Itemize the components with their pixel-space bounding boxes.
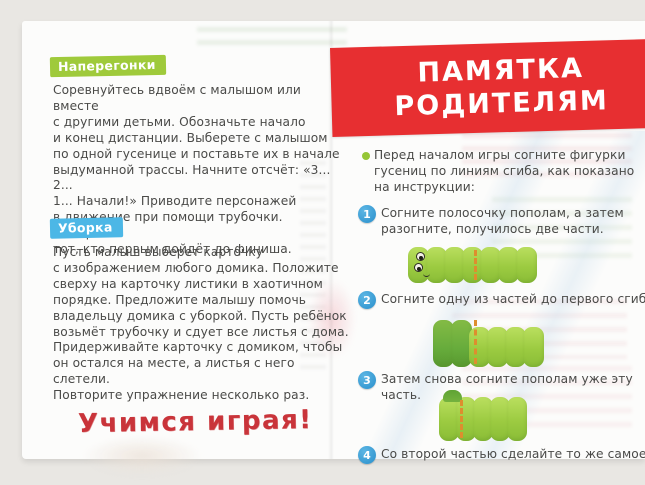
- cleanup-game-instructions: Пусть малыш выберет карточку с изображен…: [53, 245, 349, 403]
- section-label-race: Наперегонки: [49, 54, 166, 78]
- step-2-text: Согните одну из частей до первого сгиба.: [381, 292, 645, 306]
- page-title: ПАМЯТКА РОДИТЕЛЯМ: [394, 53, 610, 122]
- booklet-spread: Наперегонки Соревнуйтесь вдвоём с малышо…: [22, 21, 645, 476]
- caterpillar-segment: [426, 247, 447, 283]
- caterpillar-segment: [505, 327, 526, 367]
- bullet-icon: [362, 152, 370, 160]
- caterpillar-folded-segment: [433, 320, 454, 367]
- folding-intro-text: Перед началом игры согните фигурки гусен…: [374, 148, 635, 194]
- banner-parents-memo: ПАМЯТКА РОДИТЕЛЯМ: [330, 38, 645, 137]
- caterpillar-segment: [523, 327, 544, 367]
- caterpillar-segment: [516, 247, 537, 283]
- paper-stain: [82, 436, 202, 476]
- caterpillar-segment: [462, 247, 483, 283]
- page-fold-shadow: [328, 21, 334, 459]
- caterpillar-unfolded-illustration: [408, 247, 537, 283]
- step-3-text: Затем снова согните пополам уже эту част…: [381, 372, 633, 402]
- step-number-badge: 3: [358, 371, 376, 389]
- caterpillar-segment: [473, 397, 493, 441]
- fold-line: [474, 250, 477, 280]
- caterpillar-half-folded-illustration: [433, 317, 544, 367]
- caterpillar-segment: [490, 397, 510, 441]
- caterpillar-eye-icon: [414, 263, 423, 272]
- caterpillar-segment: [480, 247, 501, 283]
- caterpillar-segment: [498, 247, 519, 283]
- step-number-badge: 1: [358, 205, 376, 223]
- fold-line: [474, 320, 477, 364]
- step-number-badge: 2: [358, 291, 376, 309]
- caterpillar-quarter-folded-illustration: [439, 390, 527, 441]
- caterpillar-segment: [444, 247, 465, 283]
- caterpillar-smile-icon: [423, 272, 430, 277]
- caterpillar-eye-icon: [416, 252, 425, 261]
- caterpillar-segment: [439, 390, 462, 441]
- caterpillar-segment: [487, 327, 508, 367]
- step-number-badge: 4: [358, 446, 376, 464]
- caterpillar-segment: [507, 397, 527, 441]
- step-1-text: Согните полосочку пополам, а затем разог…: [381, 206, 624, 236]
- slogan-learning-through-play: Учимся играя!: [77, 405, 313, 440]
- folded-tip: [443, 390, 462, 402]
- bleed-through-texture: [197, 27, 347, 53]
- caterpillar-segment: [408, 247, 432, 283]
- section-label-cleanup: Уборка: [49, 217, 123, 239]
- caterpillar-folded-segment: [451, 320, 472, 367]
- fold-line: [460, 400, 463, 438]
- caterpillar-face: [414, 252, 432, 280]
- race-game-instructions: Соревнуйтесь вдвоём с малышом или вместе…: [53, 83, 340, 257]
- step-4-text: Со второй частью сделайте то же самое.: [381, 447, 645, 461]
